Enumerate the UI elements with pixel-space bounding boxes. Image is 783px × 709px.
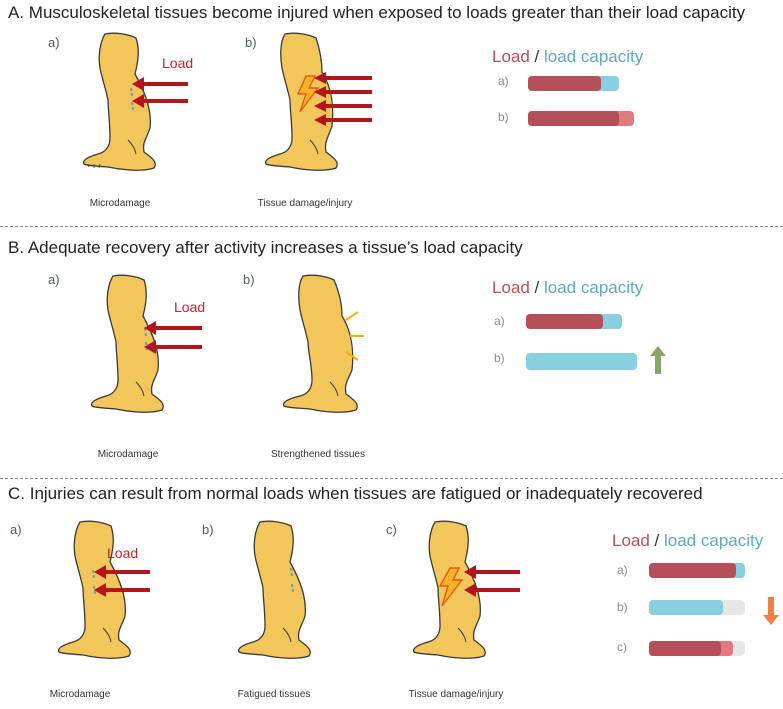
arrow-up-icon [650,346,666,374]
load-arrows [132,77,188,108]
load-label: Load [162,55,194,71]
section-a-title: A. Musculoskeletal tissues become injure… [8,3,746,22]
leg-illustration [90,274,164,413]
leg-illustration [412,520,486,659]
bar-legend: Load / load capacity [492,47,643,67]
bar-legend: Load / load capacity [612,531,763,551]
bar-row-label: a) [494,314,505,328]
load-arrows [144,321,202,354]
legend-capacity: load capacity [544,278,644,297]
leg-illustration [282,274,364,413]
legend-separator: / [529,47,544,66]
divider-a-b [0,226,783,227]
bar-row-label: b) [494,351,505,365]
capacity-bar [526,353,637,370]
panel-caption: Tissue damage/injury [408,689,504,700]
capacity-bar [649,600,723,615]
panel-a-b-label: b) [245,35,257,50]
load-bar [649,563,736,578]
legend-load: Load [612,531,650,550]
section-c-title: C. Injuries can result from normal loads… [8,484,703,503]
legend-separator: / [649,531,664,550]
bar-row-label: c) [617,640,627,654]
bar-row-label: b) [498,110,509,124]
panel-caption: Fatigued tissues [237,689,311,700]
section-b-title: B. Adequate recovery after activity incr… [8,238,523,257]
divider-b-c [0,478,783,479]
legend-capacity: load capacity [544,47,644,66]
bar-row-label: b) [617,600,628,614]
load-arrows [314,72,372,126]
panel-c-b-label: b) [202,522,214,537]
panel-c-a-label: a) [10,522,22,537]
load-bar [528,111,619,126]
leg-illustration [57,520,131,659]
load-bar [528,76,601,91]
arrow-down-icon [763,597,779,625]
panel-b-a-label: a) [48,272,60,287]
leg-illustration [82,32,156,171]
legend-separator: / [529,278,544,297]
load-bar [526,314,603,329]
leg-illustration [264,32,338,171]
legend-load: Load [492,278,530,297]
panel-a-a-label: a) [48,35,60,50]
panel-caption: Microdamage [49,689,111,700]
load-label: Load [107,545,139,561]
panel-caption: Tissue damage/injury [257,198,353,209]
panel-caption: Microdamage [97,449,159,460]
load-arrows [464,565,520,597]
load-bar [649,641,721,656]
legend-capacity: load capacity [664,531,764,550]
panel-c-c-label: c) [386,522,397,537]
bar-row-label: a) [498,74,509,88]
load-label: Load [174,299,206,315]
legend-load: Load [492,47,530,66]
panel-caption: Microdamage [89,198,151,209]
bar-row-label: a) [617,563,628,577]
bar-legend: Load / load capacity [492,278,643,298]
load-arrows [94,565,150,597]
leg-illustration [237,520,311,659]
panel-caption: Strengthened tissues [271,449,365,460]
panel-b-b-label: b) [243,272,255,287]
